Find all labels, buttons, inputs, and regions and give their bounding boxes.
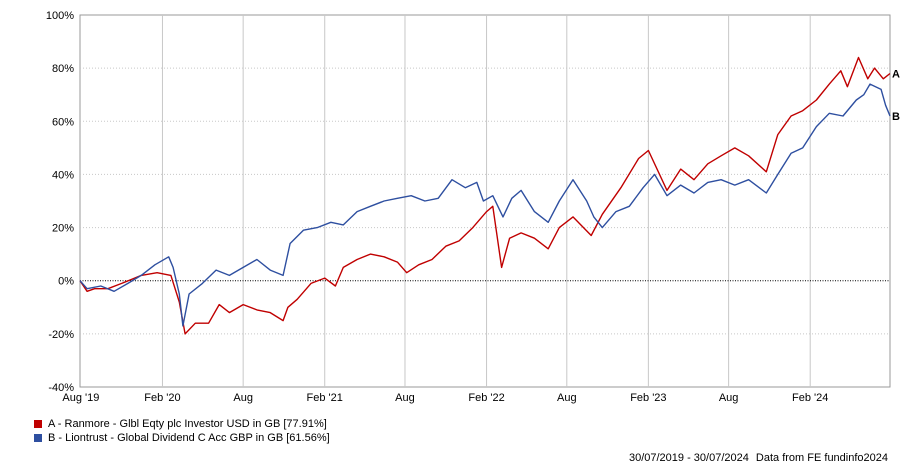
y-tick-label: -20% — [48, 329, 74, 341]
series-end-label-b: B — [892, 111, 900, 123]
source-text: Data from FE fundinfo2024 — [755, 452, 888, 464]
y-tick-label: 60% — [52, 116, 74, 128]
series-line-b[interactable] — [79, 83, 891, 327]
chart-footer: 30/07/2019 - 30/07/2024 Data from FE fun… — [629, 452, 888, 464]
legend-label-a: A - Ranmore - Glbl Eqty plc Investor USD… — [48, 418, 327, 430]
legend-item-a[interactable]: A - Ranmore - Glbl Eqty plc Investor USD… — [34, 417, 330, 431]
y-tick-label: 0% — [58, 276, 74, 288]
legend-swatch-b — [34, 434, 42, 442]
x-tick-label: Aug — [395, 392, 415, 404]
y-tick-label: 40% — [52, 169, 74, 181]
grid-lines — [80, 15, 890, 387]
x-tick-label: Feb '21 — [307, 392, 343, 404]
y-tick-label: 80% — [52, 63, 74, 75]
y-tick-label: 20% — [52, 223, 74, 235]
series-layer — [79, 56, 891, 335]
series-line-a[interactable] — [79, 56, 891, 335]
x-axis-ticks: Aug '19 Feb '20 Aug Feb '21 Aug Feb '22 Aug Feb… — [62, 392, 828, 404]
x-tick-label: Aug — [233, 392, 253, 404]
x-tick-label: Feb '24 — [792, 392, 828, 404]
date-range-text: 30/07/2019 - 30/07/2024 — [628, 452, 749, 464]
series-end-labels: AB — [892, 68, 900, 123]
y-tick-label: -40% — [48, 382, 74, 394]
x-tick-label: Aug — [719, 392, 739, 404]
y-axis-ticks: 100% 80% 60% 40% 20% 0% -20% -40% — [46, 10, 74, 394]
x-tick-label: Feb '20 — [144, 392, 180, 404]
legend: A - Ranmore - Glbl Eqty plc Investor USD… — [34, 417, 330, 445]
legend-item-b[interactable]: B - Liontrust - Global Dividend C Acc GB… — [34, 431, 330, 445]
x-tick-label: Aug — [557, 392, 577, 404]
y-tick-label: 100% — [46, 10, 74, 22]
series-end-label-a: A — [892, 68, 900, 80]
x-tick-label: Aug '19 — [62, 392, 99, 404]
plot-area — [79, 14, 891, 388]
x-tick-label: Feb '22 — [468, 392, 504, 404]
legend-swatch-a — [34, 420, 42, 428]
legend-label-b: B - Liontrust - Global Dividend C Acc GB… — [48, 432, 330, 444]
x-tick-label: Feb '23 — [630, 392, 666, 404]
